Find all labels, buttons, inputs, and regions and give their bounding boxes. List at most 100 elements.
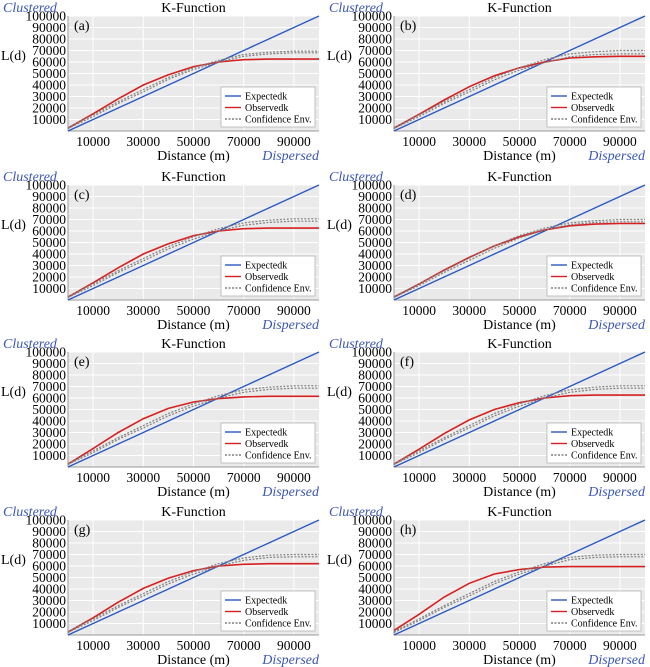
x-tick-label: 10000 [402, 134, 436, 149]
x-tick-label: 30000 [452, 638, 486, 653]
y-tick-label: 60000 [358, 559, 392, 574]
x-tick-label: 50000 [177, 470, 211, 485]
chart-panel-h: 1000020000300004000050000600007000080000… [327, 505, 646, 667]
x-axis-label: Distance (m) [483, 318, 556, 333]
y-tick-label: 80000 [32, 368, 66, 383]
y-tick-label: 50000 [358, 570, 392, 585]
y-tick-label: 50000 [358, 402, 392, 417]
series-line-confidence-upper [67, 218, 319, 298]
y-tick-label: 40000 [358, 582, 392, 597]
x-tick-label: 70000 [553, 470, 587, 485]
chart-panel-g: 1000020000300004000050000600007000080000… [1, 505, 320, 667]
series-line-confidence-upper [393, 49, 645, 129]
y-axis-label: L(d) [1, 385, 26, 400]
legend-label: Observedk [571, 272, 614, 283]
chart-title: K-Function [487, 170, 552, 185]
dispersed-label: Dispersed [587, 149, 646, 164]
series-line-confidence-env- [67, 220, 319, 299]
series-line-expectedk [393, 351, 646, 468]
series-line-confidence-upper [67, 553, 319, 633]
series-line-confidence-env- [67, 52, 319, 130]
y-tick-label: 70000 [32, 547, 66, 562]
x-axis-label: Distance (m) [157, 485, 230, 500]
legend-label: Confidence Env. [245, 284, 312, 295]
y-tick-label: 70000 [32, 379, 66, 394]
legend-label: Expectedk [571, 428, 613, 439]
y-axis-label: L(d) [327, 218, 352, 233]
y-tick-label: 60000 [358, 391, 392, 406]
y-axis-label: L(d) [327, 385, 352, 400]
y-tick-label: 40000 [32, 247, 66, 262]
y-tick-label: 40000 [358, 414, 392, 429]
x-axis-label: Distance (m) [483, 653, 556, 667]
series-line-confidence-env- [67, 387, 319, 466]
y-tick-label: 90000 [358, 356, 392, 371]
chart-panel-f: 1000020000300004000050000600007000080000… [327, 337, 646, 500]
y-tick-label: 40000 [32, 414, 66, 429]
legend-label: Observedk [245, 439, 288, 450]
y-tick-label: 90000 [358, 189, 392, 204]
y-tick-label: 20000 [358, 437, 392, 452]
y-tick-label: 10000 [358, 616, 392, 631]
y-tick-label: 80000 [358, 536, 392, 551]
chart-title: K-Function [487, 337, 552, 352]
series-line-confidence-upper [393, 553, 645, 633]
y-tick-label: 80000 [358, 201, 392, 216]
y-tick-label: 80000 [32, 536, 66, 551]
y-tick-label: 60000 [32, 55, 66, 70]
y-tick-label: 60000 [32, 391, 66, 406]
y-tick-label: 10000 [358, 281, 392, 296]
clustered-label: Clustered [329, 337, 384, 352]
clustered-label: Clustered [329, 170, 384, 185]
chart-panel-d: 1000020000300004000050000600007000080000… [327, 170, 646, 333]
x-axis-label: Distance (m) [157, 653, 230, 667]
dispersed-label: Dispersed [261, 318, 320, 333]
series-line-observedk [67, 227, 319, 298]
y-tick-label: 30000 [32, 593, 66, 608]
x-tick-label: 70000 [227, 134, 261, 149]
x-tick-label: 70000 [227, 470, 261, 485]
legend-label: Observedk [571, 607, 614, 618]
x-axis-label: Distance (m) [157, 318, 230, 333]
legend-label: Confidence Env. [245, 115, 312, 126]
series-line-observedk [393, 394, 645, 465]
legend-label: Expectedk [245, 596, 287, 607]
legend-label: Expectedk [571, 596, 613, 607]
legend-label: Expectedk [571, 92, 613, 103]
chart-title: K-Function [161, 505, 226, 520]
y-tick-label: 100000 [352, 9, 393, 24]
series-line-confidence-env- [393, 221, 645, 299]
y-tick-label: 30000 [32, 425, 66, 440]
x-tick-label: 90000 [603, 470, 637, 485]
series-line-confidence-env- [393, 387, 645, 466]
series-line-confidence-upper [393, 385, 645, 465]
legend-label: Confidence Env. [571, 451, 638, 462]
panel-label: (d) [400, 188, 417, 203]
clustered-label: Clustered [3, 1, 58, 16]
panel-label: (h) [400, 523, 417, 538]
x-tick-label: 70000 [553, 303, 587, 318]
y-tick-label: 60000 [32, 224, 66, 239]
y-tick-label: 30000 [358, 258, 392, 273]
panel-label: (g) [74, 523, 91, 538]
y-tick-label: 40000 [32, 582, 66, 597]
series-line-expectedk [67, 519, 320, 636]
legend-label: Expectedk [245, 92, 287, 103]
chart-title: K-Function [487, 505, 552, 520]
y-tick-label: 90000 [32, 20, 66, 35]
y-tick-label: 70000 [358, 547, 392, 562]
series-line-confidence-env- [393, 556, 645, 634]
x-tick-label: 50000 [177, 303, 211, 318]
x-tick-label: 10000 [76, 470, 110, 485]
clustered-label: Clustered [3, 505, 58, 520]
panel-label: (f) [400, 355, 414, 370]
dispersed-label: Dispersed [261, 149, 320, 164]
y-tick-label: 10000 [32, 281, 66, 296]
clustered-label: Clustered [329, 505, 384, 520]
series-line-expectedk [67, 184, 320, 301]
series-line-observedk [67, 58, 319, 129]
